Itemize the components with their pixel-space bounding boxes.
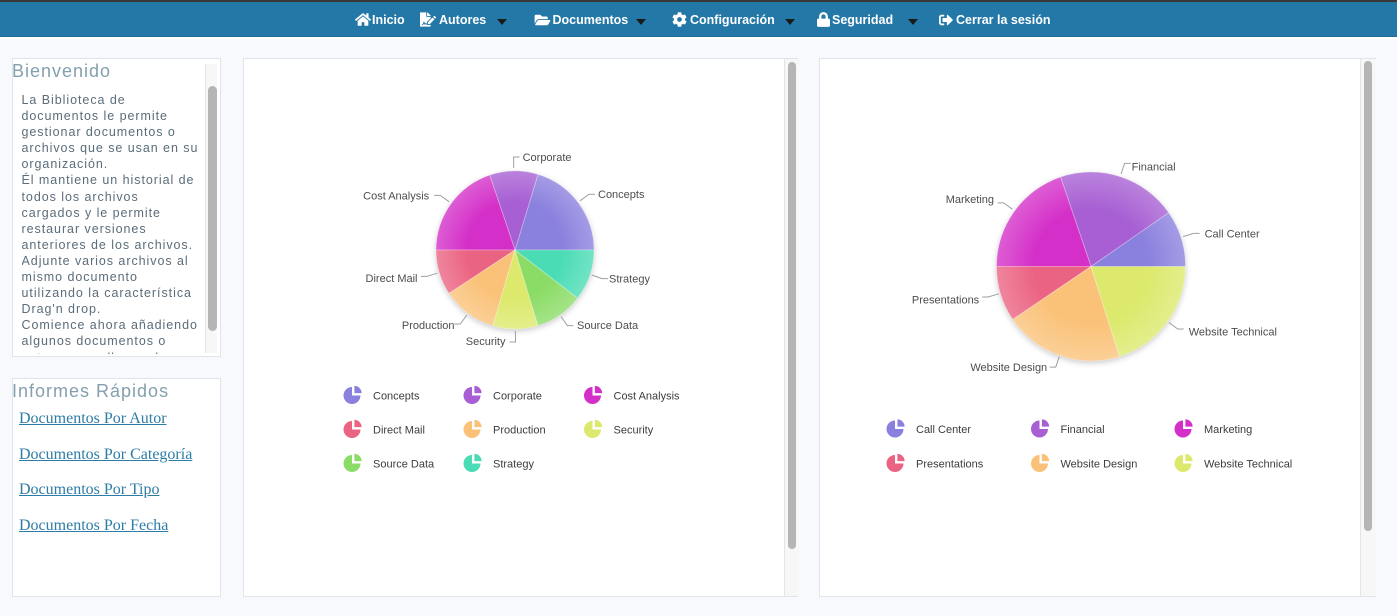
svg-text:Direct Mail: Direct Mail bbox=[373, 425, 425, 437]
svg-text:Source Data: Source Data bbox=[577, 320, 639, 332]
svg-text:Website Design: Website Design bbox=[1061, 459, 1138, 471]
svg-text:Corporate: Corporate bbox=[523, 152, 572, 164]
svg-text:Production: Production bbox=[402, 320, 455, 332]
svg-text:Cost Analysis: Cost Analysis bbox=[363, 190, 430, 202]
svg-text:Website Technical: Website Technical bbox=[1189, 327, 1277, 339]
svg-text:Corporate: Corporate bbox=[493, 391, 542, 403]
svg-text:Website Technical: Website Technical bbox=[1204, 459, 1292, 471]
svg-text:Call Center: Call Center bbox=[916, 424, 971, 436]
svg-text:Security: Security bbox=[614, 425, 654, 437]
svg-text:Financial: Financial bbox=[1061, 424, 1105, 436]
svg-text:Marketing: Marketing bbox=[1204, 424, 1252, 436]
svg-text:Security: Security bbox=[466, 336, 506, 348]
svg-text:Call Center: Call Center bbox=[1205, 228, 1260, 240]
svg-text:Presentations: Presentations bbox=[916, 459, 984, 471]
svg-text:Cost Analysis: Cost Analysis bbox=[614, 391, 681, 403]
svg-text:Concepts: Concepts bbox=[598, 189, 645, 201]
svg-text:Strategy: Strategy bbox=[493, 459, 534, 471]
svg-text:Financial: Financial bbox=[1132, 161, 1176, 173]
svg-text:Direct Mail: Direct Mail bbox=[366, 273, 418, 285]
svg-text:Strategy: Strategy bbox=[609, 274, 650, 286]
svg-text:Website Design: Website Design bbox=[970, 362, 1047, 374]
svg-text:Production: Production bbox=[493, 425, 546, 437]
svg-text:Marketing: Marketing bbox=[946, 194, 994, 206]
svg-text:Concepts: Concepts bbox=[373, 391, 420, 403]
svg-text:Presentations: Presentations bbox=[912, 294, 980, 306]
svg-text:Source Data: Source Data bbox=[373, 459, 435, 471]
